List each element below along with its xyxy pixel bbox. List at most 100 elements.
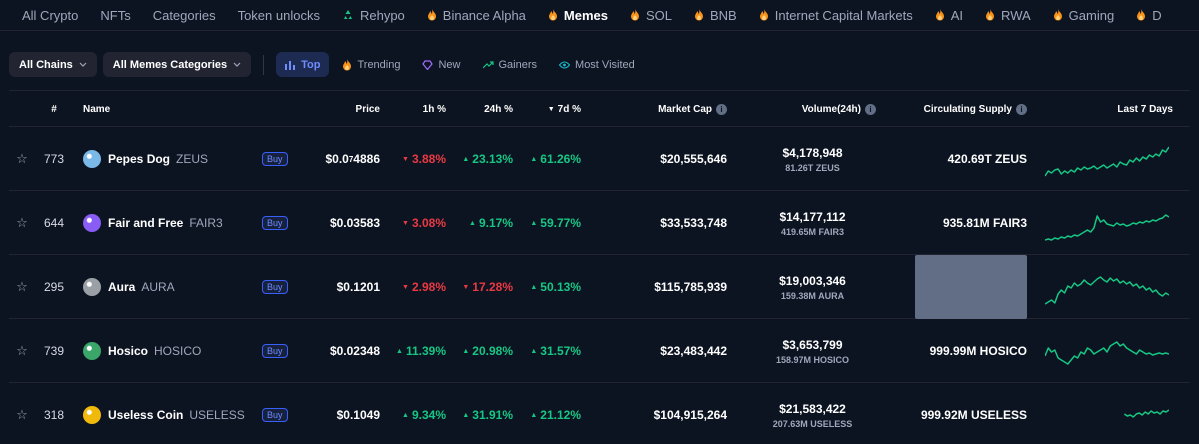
- tab-ai[interactable]: AI: [924, 0, 974, 30]
- tab-sol[interactable]: SOL: [619, 0, 683, 30]
- change-value: 23.13%: [472, 152, 513, 166]
- info-icon[interactable]: i: [716, 103, 727, 115]
- tab-categories[interactable]: Categories: [142, 0, 227, 30]
- rank: 739: [43, 344, 65, 358]
- fire-icon: [985, 9, 995, 21]
- change-value: 9.34%: [411, 408, 446, 422]
- col-7d[interactable]: ▼ 7d %: [521, 91, 581, 127]
- col-1h[interactable]: 1h %: [422, 103, 446, 115]
- categories-dropdown[interactable]: All Memes Categories: [102, 52, 252, 77]
- filter-top[interactable]: Top: [276, 52, 330, 77]
- volume: $14,177,112 419.65M FAIR3: [749, 191, 876, 255]
- filter-gainers[interactable]: Gainers: [474, 52, 547, 77]
- tab-all-crypto[interactable]: All Crypto: [0, 0, 89, 30]
- sparkline-line: [1045, 341, 1169, 365]
- tab-token-unlocks[interactable]: Token unlocks: [227, 0, 331, 30]
- volume-token: 81.26T ZEUS: [785, 162, 840, 173]
- caret-up-icon: ▲: [396, 347, 403, 355]
- h1-change: ▼ 3.08%: [389, 191, 446, 255]
- coin-name-cell[interactable]: Useless Coin USELESS: [83, 383, 253, 444]
- change-value: 21.12%: [540, 408, 581, 422]
- star-icon[interactable]: ☆: [16, 215, 28, 230]
- tab-rehypo[interactable]: Rehypo: [331, 0, 416, 30]
- tab-binance-alpha[interactable]: Binance Alpha: [416, 0, 537, 30]
- col-name[interactable]: Name: [83, 103, 111, 115]
- table-row[interactable]: ☆ 295 Aura AURA Buy $0.1201 ▼ 2.98% ▼ 17.28% ▲ 50.1…: [9, 255, 1190, 319]
- tab-label: Binance Alpha: [442, 7, 526, 23]
- star-icon[interactable]: ☆: [16, 151, 28, 166]
- volume-token: 419.65M FAIR3: [780, 226, 845, 237]
- info-icon[interactable]: i: [865, 103, 876, 115]
- chains-dropdown[interactable]: All Chains: [9, 52, 97, 77]
- buy-button[interactable]: Buy: [262, 216, 288, 230]
- col-market-cap[interactable]: Market Cap i: [609, 91, 727, 127]
- coin-name-cell[interactable]: Hosico HOSICO: [83, 319, 253, 383]
- coin-name-cell[interactable]: Aura AURA: [83, 255, 253, 319]
- star-icon[interactable]: ☆: [16, 279, 28, 294]
- filter-trending[interactable]: Trending: [333, 52, 409, 77]
- sparkline-chart: [1045, 383, 1169, 444]
- tab-label: BNB: [710, 7, 737, 23]
- h24-change: ▲ 31.91%: [451, 383, 513, 444]
- star-icon[interactable]: ☆: [16, 407, 28, 422]
- price-value: $0.03583: [329, 216, 380, 230]
- col-price[interactable]: Price: [355, 103, 380, 115]
- buy-button[interactable]: Buy: [262, 344, 288, 358]
- coin-logo-icon: [83, 342, 101, 360]
- col-supply[interactable]: Circulating Supply i: [889, 91, 1027, 127]
- price-tail: 4886: [353, 152, 380, 166]
- col-market-cap-label: Market Cap: [658, 103, 712, 115]
- tab-rwa[interactable]: RWA: [974, 0, 1042, 30]
- table-header: # Name Price 1h % 24h % ▼ 7d % Market Ca…: [9, 90, 1190, 127]
- supply-progress-bar: [915, 255, 1027, 319]
- change-value: 11.39%: [405, 344, 446, 358]
- col-rank[interactable]: #: [51, 103, 57, 115]
- col-supply-label: Circulating Supply: [923, 103, 1012, 115]
- table-row[interactable]: ☆ 318 Useless Coin USELESS Buy $0.1049 ▲ 9.34% ▲…: [9, 383, 1190, 444]
- col-24h[interactable]: 24h %: [484, 103, 513, 115]
- buy-button[interactable]: Buy: [262, 280, 288, 294]
- col-volume[interactable]: Volume(24h) i: [749, 91, 876, 127]
- filter-new[interactable]: New: [413, 52, 469, 77]
- buy-button[interactable]: Buy: [262, 408, 288, 422]
- tab-memes[interactable]: Memes: [536, 0, 620, 30]
- buy-button[interactable]: Buy: [262, 152, 288, 166]
- chevron-down-icon: [79, 62, 87, 67]
- caret-up-icon: ▲: [530, 219, 538, 227]
- table-row[interactable]: ☆ 644 Fair and Free FAIR3 Buy $0.03583 ▼ 3.08% ▲…: [9, 191, 1190, 255]
- price-value: $0.02348: [329, 344, 380, 358]
- volume-token: 158.97M HOSICO: [775, 354, 850, 365]
- chevron-down-icon: [233, 62, 241, 67]
- caret-down-icon: ▼: [462, 283, 470, 291]
- tab-d[interactable]: D: [1125, 0, 1172, 30]
- circulating-supply: 420.69T ZEUS: [947, 152, 1027, 166]
- tab-gaming[interactable]: Gaming: [1042, 0, 1126, 30]
- categories-dropdown-label: All Memes Categories: [112, 58, 228, 71]
- tab-nfts[interactable]: NFTs: [89, 0, 141, 30]
- sparkline-svg: [1045, 276, 1169, 305]
- change-value: 31.57%: [540, 344, 581, 358]
- info-icon[interactable]: i: [1016, 103, 1027, 115]
- change-value: 9.17%: [478, 216, 513, 230]
- buy-cell: Buy: [262, 383, 290, 444]
- filter-bar: All Chains All Memes Categories Top Trend…: [9, 52, 644, 77]
- table-row[interactable]: ☆ 739 Hosico HOSICO Buy $0.02348 ▲ 11.39% ▲ 20.98…: [9, 319, 1190, 383]
- price: $0.0 7 4886: [299, 127, 380, 191]
- caret-up-icon: ▲: [462, 155, 470, 163]
- sparkline-line: [1045, 214, 1169, 241]
- change-value: 20.98%: [472, 344, 513, 358]
- coin-name-cell[interactable]: Pepes Dog ZEUS: [83, 127, 253, 191]
- caret-up-icon: ▲: [462, 347, 470, 355]
- coin-name-cell[interactable]: Fair and Free FAIR3: [83, 191, 253, 255]
- volume: $3,653,799 158.97M HOSICO: [749, 319, 876, 383]
- d7-change: ▲ 59.77%: [521, 191, 581, 255]
- caret-up-icon: ▲: [530, 283, 538, 291]
- star-icon[interactable]: ☆: [16, 343, 28, 358]
- circulating-supply: 935.81M FAIR3: [942, 216, 1027, 230]
- table-row[interactable]: ☆ 773 Pepes Dog ZEUS Buy $0.0 7 4886 ▼ 3.88% ▲ 23.1…: [9, 127, 1190, 191]
- filter-most-visited[interactable]: Most Visited: [550, 52, 644, 77]
- sparkline-line: [1045, 276, 1169, 305]
- tab-bnb[interactable]: BNB: [683, 0, 748, 30]
- coin-name: Pepes Dog: [108, 152, 171, 166]
- tab-internet-capital-markets[interactable]: Internet Capital Markets: [748, 0, 924, 30]
